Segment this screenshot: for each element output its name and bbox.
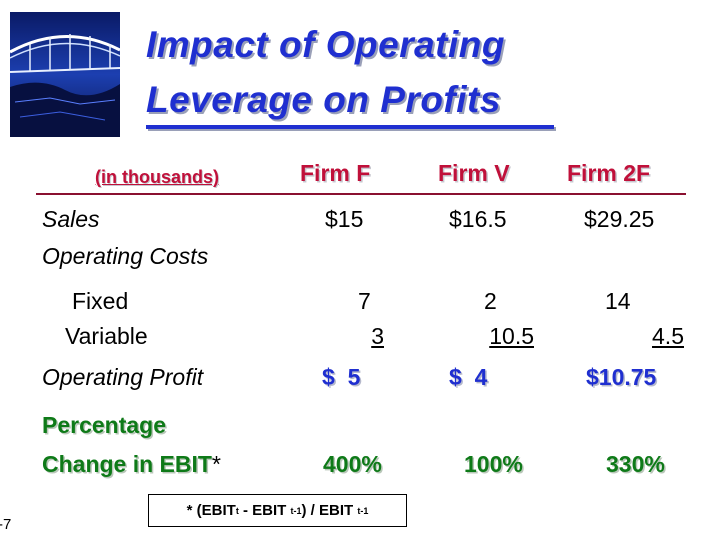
variable-firm-2f: 4.5 bbox=[652, 323, 684, 349]
ebit-change-firm-f: 400% bbox=[323, 451, 382, 477]
row-label-percentage: Percentage bbox=[42, 412, 167, 438]
row-label-change-in-ebit: Change in EBIT bbox=[42, 451, 212, 477]
column-header-firm-2f: Firm 2F bbox=[567, 160, 651, 186]
row-label-variable: Variable bbox=[65, 323, 148, 349]
ebit-change-firm-v: 100% bbox=[464, 451, 523, 477]
sales-firm-v: $16.5 bbox=[449, 206, 507, 232]
units-note: (in thousands) bbox=[95, 167, 219, 187]
slide-number: -7 bbox=[0, 516, 12, 533]
operating-profit-firm-f: $ 5 bbox=[322, 364, 361, 390]
formula-sub-t: t bbox=[235, 505, 239, 516]
title-line-1: Impact of Operating bbox=[146, 24, 505, 65]
sales-firm-2f: $29.25 bbox=[584, 206, 655, 232]
operating-profit-firm-2f: $10.75 bbox=[586, 364, 657, 390]
header-divider bbox=[36, 193, 686, 195]
fixed-firm-v: 2 bbox=[484, 288, 497, 314]
formula-sub-t-minus-1-denominator: t-1 bbox=[357, 505, 369, 516]
variable-firm-v: 10.5 bbox=[489, 323, 534, 349]
row-label-operating-costs: Operating Costs bbox=[42, 243, 209, 269]
column-header-firm-v: Firm V bbox=[438, 160, 510, 186]
row-label-sales: Sales bbox=[42, 206, 100, 232]
ebit-formula-footnote: * (EBIT t - EBIT t-1) / EBIT t-1 bbox=[148, 494, 407, 527]
row-label-fixed: Fixed bbox=[72, 288, 129, 314]
ebit-change-firm-2f: 330% bbox=[606, 451, 665, 477]
title-line-2: Leverage on Profits bbox=[146, 79, 501, 120]
ebit-asterisk: * bbox=[211, 451, 221, 477]
operating-profit-firm-v: $ 4 bbox=[449, 364, 488, 390]
fixed-firm-2f: 14 bbox=[605, 288, 631, 314]
formula-close: ) / EBIT bbox=[301, 502, 358, 519]
row-label-operating-profit: Operating Profit bbox=[42, 364, 204, 390]
variable-firm-f: 3 bbox=[371, 323, 384, 349]
title-underline bbox=[146, 125, 554, 129]
formula-mid: - EBIT bbox=[238, 502, 291, 519]
sales-firm-f: $15 bbox=[325, 206, 364, 232]
fixed-firm-f: 7 bbox=[358, 288, 371, 314]
column-header-firm-f: Firm F bbox=[300, 160, 371, 186]
formula-sub-t-minus-1: t-1 bbox=[290, 505, 302, 516]
formula-prefix: * (EBIT bbox=[186, 502, 236, 519]
bridge-photo-logo bbox=[10, 12, 120, 137]
